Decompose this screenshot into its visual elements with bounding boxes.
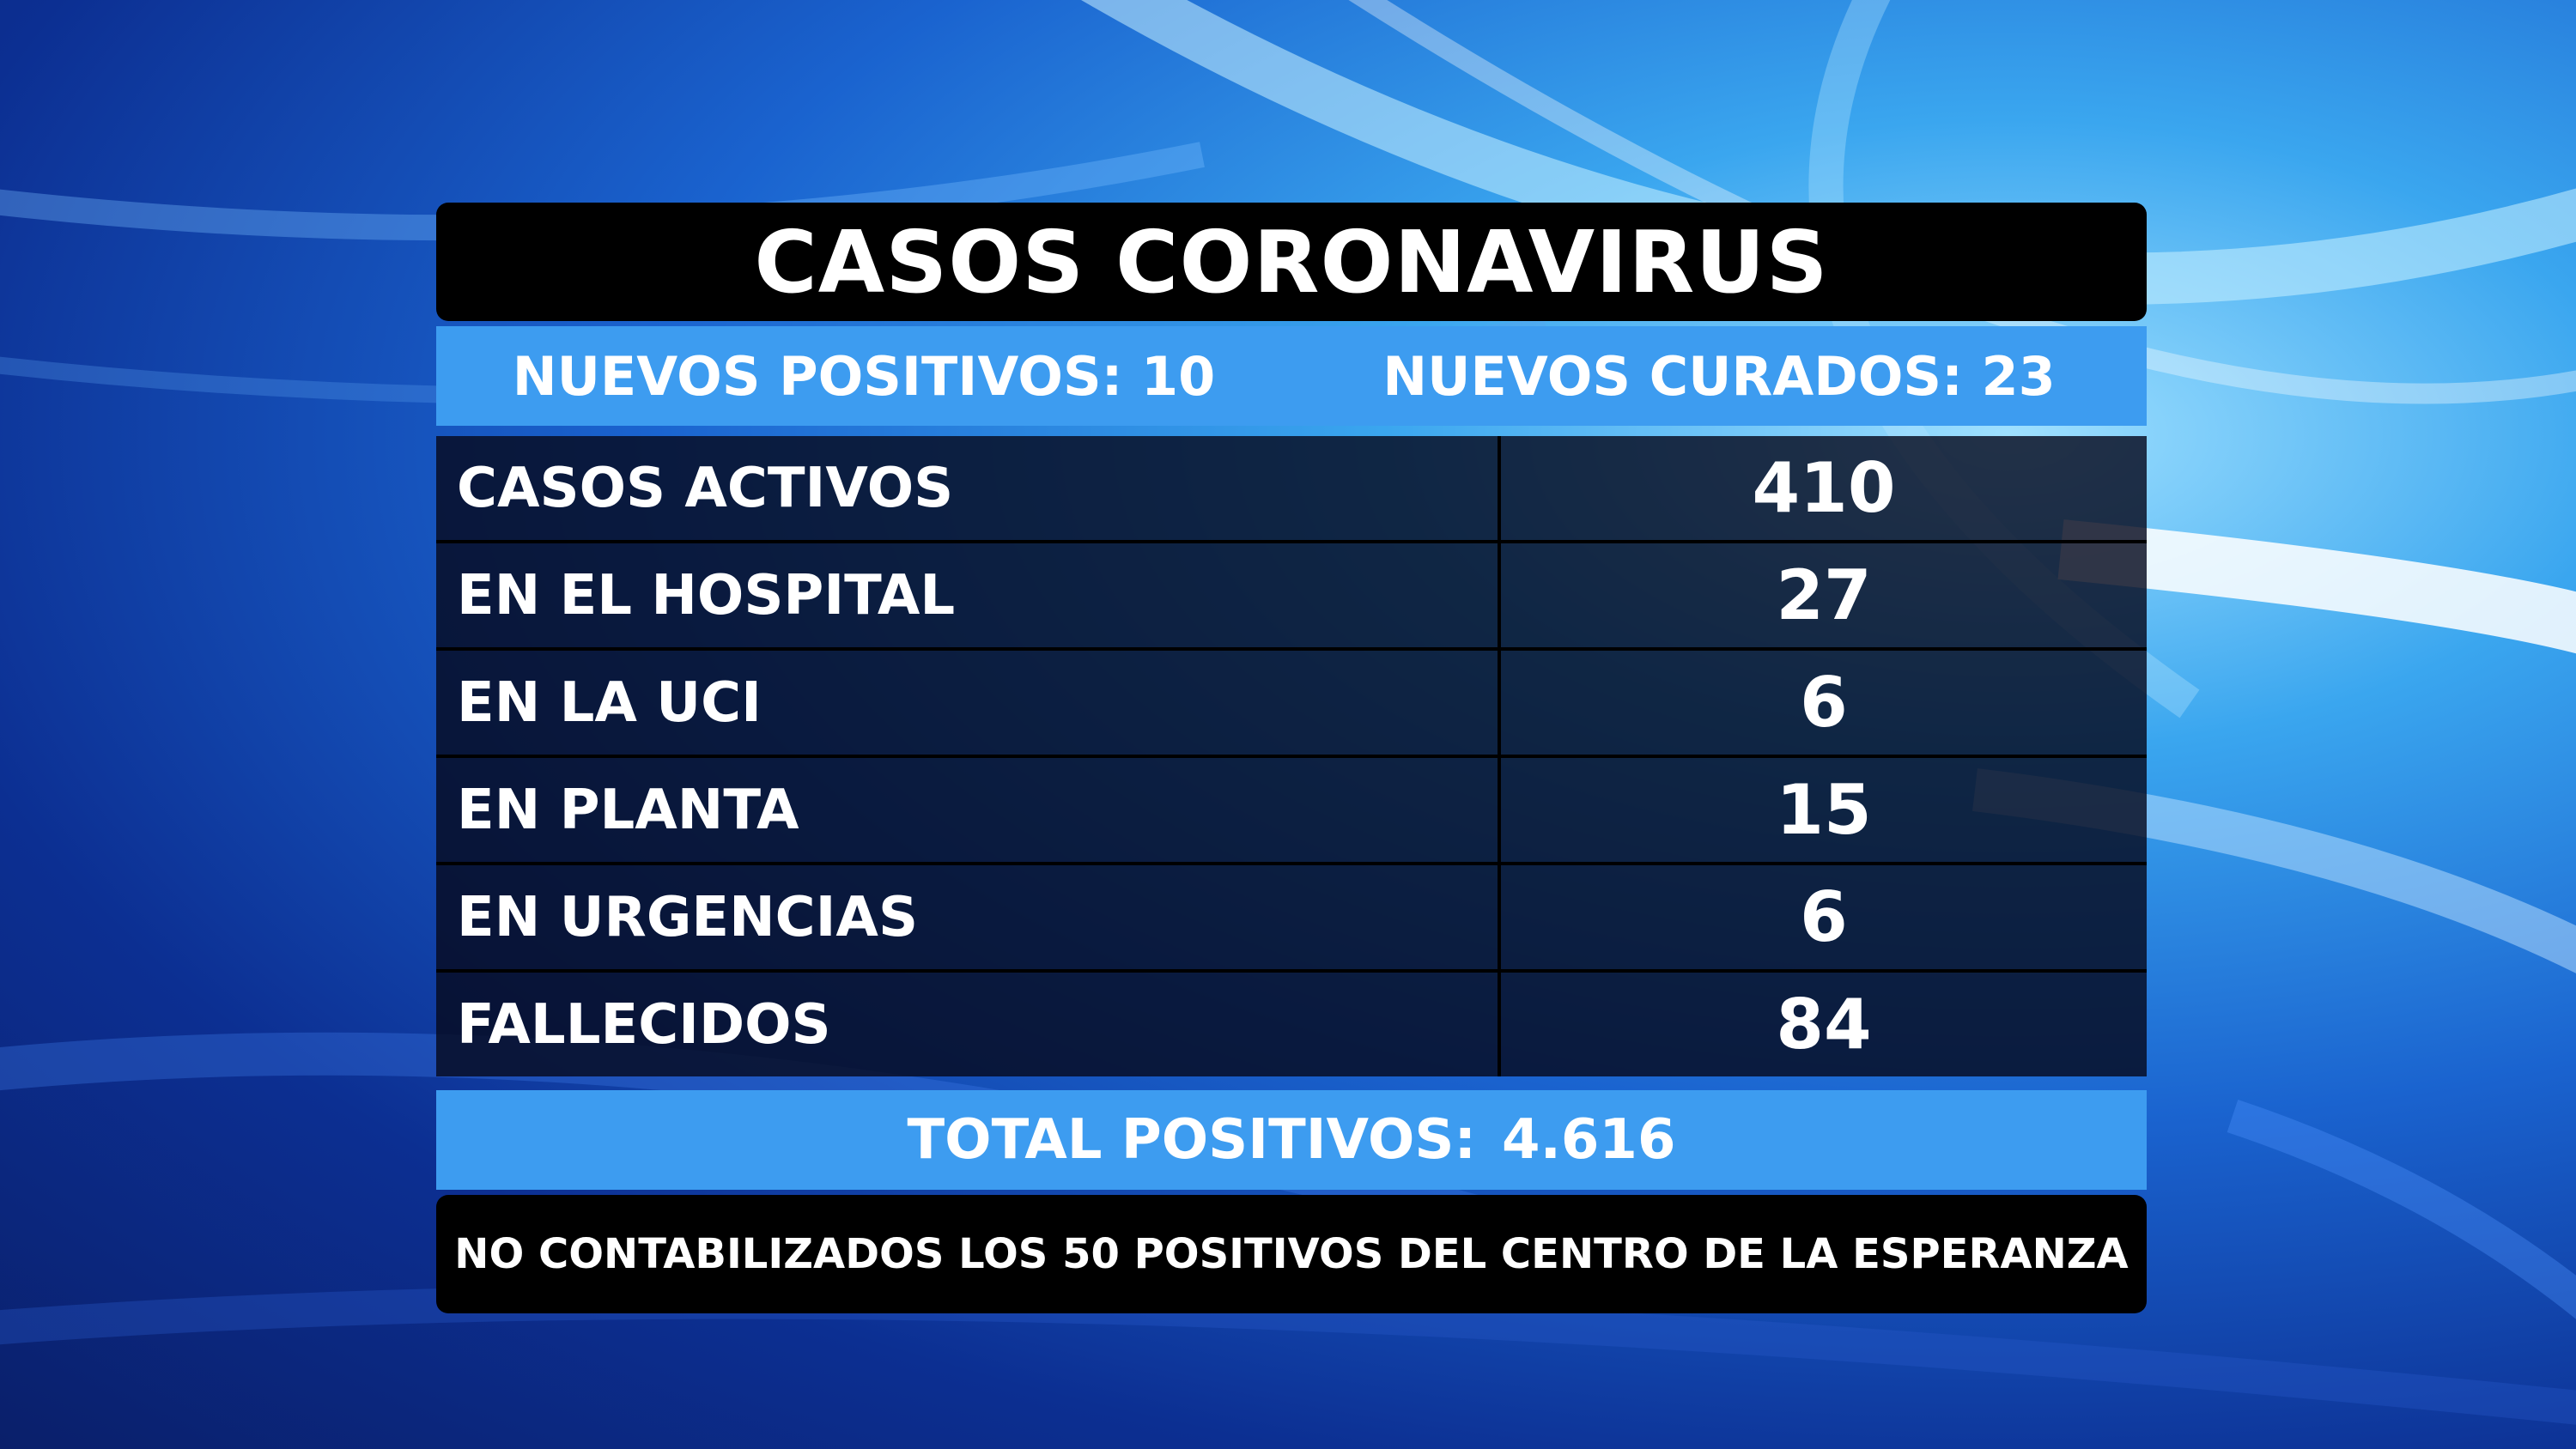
table-row: FALLECIDOS 84 — [436, 973, 2147, 1076]
row-value: 6 — [1800, 877, 1848, 957]
coronavirus-stats-panel: CASOS CORONAVIRUS NUEVOS POSITIVOS: 10 N… — [436, 203, 2147, 1313]
title-bar: CASOS CORONAVIRUS — [436, 203, 2147, 321]
note-bar: NO CONTABILIZADOS LOS 50 POSITIVOS DEL C… — [436, 1195, 2147, 1313]
row-value: 27 — [1776, 555, 1872, 635]
new-positives-label: NUEVOS POSITIVOS: 10 — [512, 344, 1216, 408]
row-label: EN URGENCIAS — [436, 865, 1501, 969]
total-value: 4.616 — [1502, 1108, 1676, 1172]
table-row: EN URGENCIAS 6 — [436, 865, 2147, 973]
row-label: EN LA UCI — [436, 651, 1501, 755]
table-row: CASOS ACTIVOS 410 — [436, 436, 2147, 543]
row-value: 6 — [1800, 663, 1848, 743]
stats-table: CASOS ACTIVOS 410 EN EL HOSPITAL 27 EN L… — [436, 436, 2147, 1076]
total-positives-bar: TOTAL POSITIVOS: 4.616 — [436, 1090, 2147, 1190]
new-cured-label: NUEVOS CURADOS: 23 — [1382, 344, 2056, 408]
row-label: EN EL HOSPITAL — [436, 543, 1501, 647]
table-row: EN PLANTA 15 — [436, 758, 2147, 865]
row-label: CASOS ACTIVOS — [436, 436, 1501, 540]
note-text: NO CONTABILIZADOS LOS 50 POSITIVOS DEL C… — [454, 1230, 2129, 1278]
table-row: EN LA UCI 6 — [436, 651, 2147, 758]
new-cases-bar: NUEVOS POSITIVOS: 10 NUEVOS CURADOS: 23 — [436, 326, 2147, 426]
row-label: EN PLANTA — [436, 758, 1501, 862]
panel-title: CASOS CORONAVIRUS — [754, 211, 1829, 312]
row-value: 410 — [1752, 448, 1896, 528]
row-label: FALLECIDOS — [436, 973, 1501, 1076]
row-value: 84 — [1776, 985, 1872, 1064]
total-label: TOTAL POSITIVOS: — [907, 1108, 1477, 1172]
row-value: 15 — [1776, 770, 1872, 850]
table-row: EN EL HOSPITAL 27 — [436, 543, 2147, 651]
